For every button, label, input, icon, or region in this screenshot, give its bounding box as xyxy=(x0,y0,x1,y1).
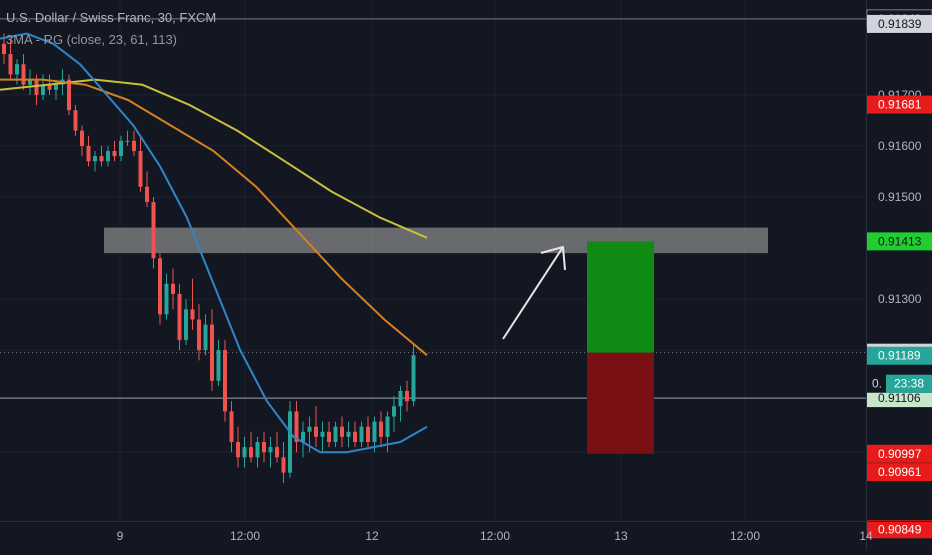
candle-body xyxy=(197,319,201,350)
price-tick-label: 0.91600 xyxy=(878,139,922,153)
price-label-text: 0.90961 xyxy=(878,465,922,479)
time-tick-label: 12 xyxy=(365,529,379,543)
ma-slow-line xyxy=(0,80,427,238)
price-label-text: 0.91413 xyxy=(878,234,922,248)
candle-body xyxy=(165,284,169,315)
target-zone-box[interactable] xyxy=(587,241,654,352)
candle-body xyxy=(22,64,26,84)
resistance-zone xyxy=(104,228,768,254)
candle-body xyxy=(15,64,19,74)
candle-body xyxy=(217,350,221,381)
candle-body xyxy=(80,131,84,146)
candle-body xyxy=(379,422,383,437)
countdown-text: 23:38 xyxy=(894,377,924,391)
candle-body xyxy=(178,294,182,340)
candle-body xyxy=(184,309,188,340)
candle-body xyxy=(126,141,130,142)
candle-body xyxy=(113,151,117,156)
symbol-title[interactable]: U.S. Dollar / Swiss Franc, 30, FXCM xyxy=(6,10,216,25)
candle-body xyxy=(171,284,175,294)
candle-body xyxy=(327,432,331,442)
candle-body xyxy=(288,411,292,472)
candle-body xyxy=(106,151,110,161)
candle-body xyxy=(347,432,351,437)
candle-body xyxy=(353,432,357,442)
candle-body xyxy=(145,187,149,202)
clipped-price-text: 0. xyxy=(872,377,882,391)
candle-body xyxy=(249,447,253,457)
price-label-text: 0.90997 xyxy=(878,447,922,461)
price-tick-label: 0.91300 xyxy=(878,292,922,306)
candle-body xyxy=(360,427,364,442)
candle-body xyxy=(93,156,97,161)
arrow-shaft xyxy=(503,247,563,339)
candle-body xyxy=(236,442,240,457)
candle-body xyxy=(204,325,208,351)
candle-body xyxy=(282,457,286,472)
indicator-legend[interactable]: 3MA - RG (close, 23, 61, 113) xyxy=(6,32,177,47)
time-tick-label: 12:00 xyxy=(730,529,760,543)
time-tick-label: 12:00 xyxy=(230,529,260,543)
candle-body xyxy=(100,156,104,161)
candle-body xyxy=(191,309,195,319)
candle-body xyxy=(340,427,344,437)
candle-body xyxy=(158,258,162,314)
candle-body xyxy=(230,411,234,442)
candle-body xyxy=(67,80,71,111)
grid xyxy=(0,0,866,521)
candle-body xyxy=(405,391,409,401)
candle-body xyxy=(74,110,78,130)
candle-body xyxy=(256,442,260,457)
candle-body xyxy=(314,427,318,437)
candle-body xyxy=(386,416,390,436)
candle-body xyxy=(132,141,136,151)
stop-zone-box[interactable] xyxy=(587,353,654,454)
candle-body xyxy=(373,422,377,442)
price-label-text: 0.90849 xyxy=(878,522,922,536)
candle-body xyxy=(334,427,338,442)
up-right-arrow-icon[interactable] xyxy=(503,247,565,339)
candle-body xyxy=(262,442,266,452)
candles xyxy=(2,34,416,483)
candle-body xyxy=(308,427,312,432)
price-label-text: 0.91106 xyxy=(878,391,921,405)
position-tool[interactable] xyxy=(587,241,654,453)
price-label-text: 0.91681 xyxy=(878,98,922,112)
candle-body xyxy=(399,391,403,406)
candle-body xyxy=(243,447,247,457)
candle-body xyxy=(9,54,13,74)
candle-body xyxy=(223,350,227,411)
price-label-text: 0.91839 xyxy=(878,17,922,31)
candle-body xyxy=(119,141,123,156)
candle-body xyxy=(269,447,273,452)
time-tick-label: 9 xyxy=(117,529,124,543)
time-axis[interactable]: 9 12:00 12 12:00 13 12:00 14 xyxy=(0,522,932,544)
candle-body xyxy=(210,325,214,381)
candle-body xyxy=(412,355,416,401)
candle-body xyxy=(87,146,91,161)
price-axis[interactable]: 0.917000.916000.915000.913000.912000.910… xyxy=(867,0,932,550)
time-tick-label: 14 xyxy=(859,529,873,543)
time-tick-label: 12:00 xyxy=(480,529,510,543)
time-tick-label: 13 xyxy=(614,529,628,543)
resistance-zone-band[interactable] xyxy=(104,228,768,254)
candle-body xyxy=(275,447,279,457)
candle-body xyxy=(35,80,39,95)
candle-body xyxy=(321,432,325,437)
candle-body xyxy=(366,427,370,442)
candle-body xyxy=(152,202,156,258)
reference-lines xyxy=(0,19,866,398)
candle-body xyxy=(54,85,58,90)
price-label-text: 0.91189 xyxy=(878,349,921,363)
candle-body xyxy=(139,151,143,187)
candle-body xyxy=(392,406,396,416)
price-tick-label: 0.91500 xyxy=(878,190,922,204)
ma-mid-line xyxy=(0,80,427,356)
